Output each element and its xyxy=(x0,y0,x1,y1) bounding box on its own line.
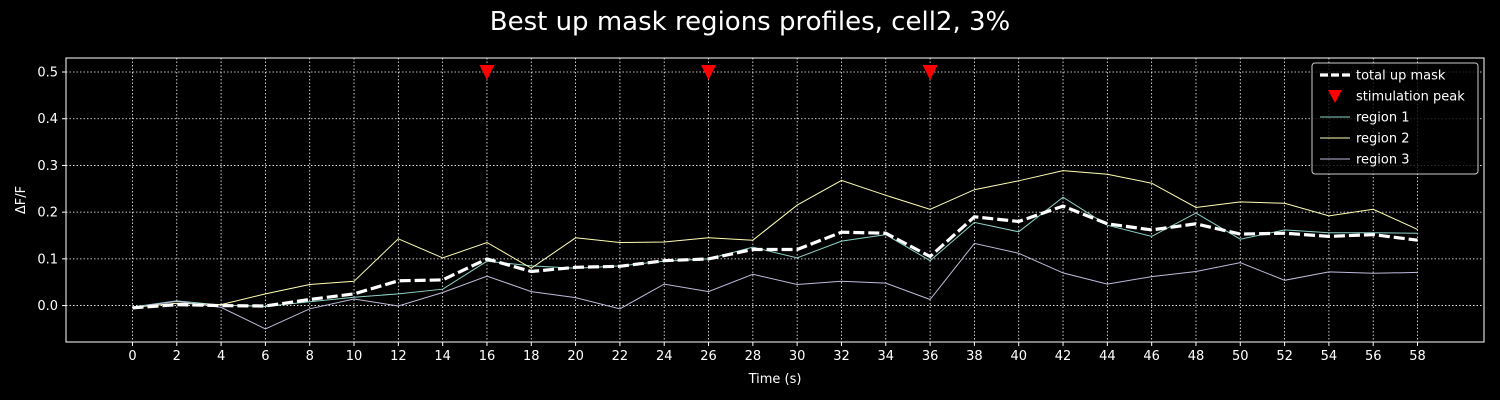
legend: total up mask stimulation peak region 1 reg… xyxy=(1311,62,1479,175)
x-tick-label: 0 xyxy=(128,349,136,364)
x-tick-label: 18 xyxy=(523,349,540,364)
x-tick-label: 6 xyxy=(261,349,269,364)
x-tick-label: 22 xyxy=(612,349,629,364)
y-axis-label: ΔF/F xyxy=(14,186,29,214)
x-tick-label: 40 xyxy=(1010,349,1027,364)
x-tick-label: 10 xyxy=(346,349,363,364)
y-tick-label: 0.5 xyxy=(37,66,58,81)
plot-frame xyxy=(65,57,1485,343)
x-tick-label: 30 xyxy=(789,349,806,364)
x-axis-ticks: 0 2 4 6 8 10 12 14 16 18 20 22 24 26 28 30 32 34 36 38 40 42 4… xyxy=(128,342,1426,364)
x-tick-label: 42 xyxy=(1055,349,1072,364)
x-axis-label: Time (s) xyxy=(748,372,802,387)
stimulation-peak-marker xyxy=(479,65,495,81)
y-tick-label: 0.1 xyxy=(37,252,58,267)
x-tick-label: 20 xyxy=(567,349,584,364)
x-tick-label: 44 xyxy=(1099,349,1116,364)
chart-title: Best up mask regions profiles, cell2, 3% xyxy=(490,7,1011,37)
x-tick-label: 24 xyxy=(656,349,673,364)
y-tick-label: 0.4 xyxy=(37,112,58,127)
y-tick-label: 0.2 xyxy=(37,206,58,221)
x-tick-label: 26 xyxy=(700,349,717,364)
x-tick-label: 54 xyxy=(1321,349,1338,364)
x-tick-label: 38 xyxy=(966,349,983,364)
series-line-region-2 xyxy=(132,170,1418,308)
y-axis-ticks: 0.0 0.1 0.2 0.3 0.4 0.5 xyxy=(37,66,66,314)
legend-label-total-up-mask: total up mask xyxy=(1356,69,1446,84)
legend-label-region-2: region 2 xyxy=(1356,132,1410,147)
legend-label-stimulation-peak: stimulation peak xyxy=(1356,90,1465,105)
x-tick-label: 2 xyxy=(173,349,181,364)
series-lines xyxy=(132,170,1418,330)
x-tick-label: 36 xyxy=(922,349,939,364)
x-tick-label: 50 xyxy=(1232,349,1249,364)
stimulation-peak-marker xyxy=(922,65,938,81)
x-tick-label: 48 xyxy=(1188,349,1205,364)
series-line-region-1 xyxy=(132,196,1418,308)
x-tick-label: 14 xyxy=(434,349,451,364)
legend-label-region-3: region 3 xyxy=(1356,153,1410,168)
x-tick-label: 16 xyxy=(479,349,496,364)
legend-marker-stimulation-peak xyxy=(1328,90,1342,103)
stimulation-markers xyxy=(479,65,938,81)
x-tick-label: 56 xyxy=(1365,349,1382,364)
y-tick-label: 0.3 xyxy=(37,159,58,174)
x-tick-label: 28 xyxy=(745,349,762,364)
legend-label-region-1: region 1 xyxy=(1356,111,1410,126)
y-tick-label: 0.0 xyxy=(37,299,58,314)
series-line-total-up-mask xyxy=(132,204,1418,310)
x-tick-label: 58 xyxy=(1409,349,1426,364)
x-tick-label: 46 xyxy=(1143,349,1160,364)
x-tick-label: 8 xyxy=(306,349,314,364)
x-tick-label: 4 xyxy=(217,349,225,364)
x-tick-label: 32 xyxy=(833,349,850,364)
x-tick-label: 52 xyxy=(1276,349,1293,364)
stimulation-peak-marker xyxy=(701,65,717,81)
x-tick-label: 34 xyxy=(878,349,895,364)
series-line-region-3 xyxy=(132,242,1418,330)
legend-box xyxy=(1311,62,1479,175)
x-tick-label: 12 xyxy=(390,349,407,364)
